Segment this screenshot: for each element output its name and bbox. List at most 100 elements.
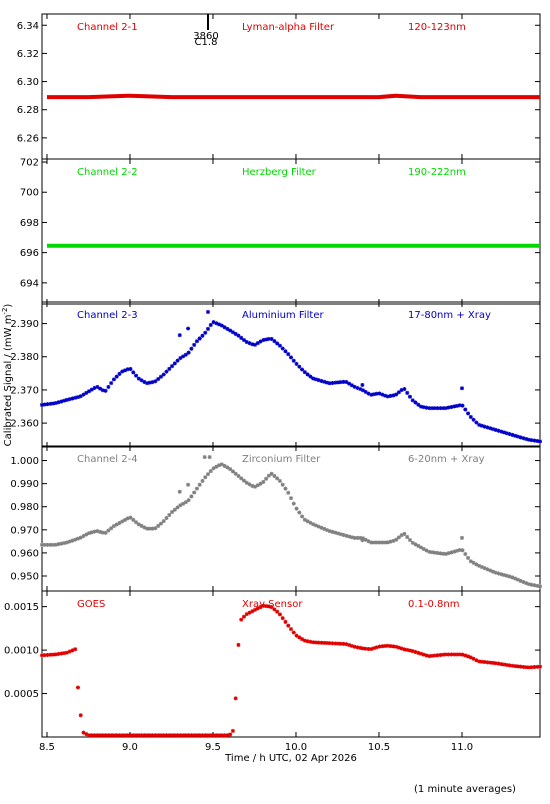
data-point xyxy=(258,481,263,486)
data-point xyxy=(217,322,222,327)
data-point xyxy=(485,660,490,665)
data-point xyxy=(81,730,86,735)
data-point xyxy=(283,486,288,491)
data-point xyxy=(42,653,47,658)
data-point xyxy=(358,387,363,392)
panel-channel-label: Channel 2-2 xyxy=(77,167,138,178)
data-point xyxy=(441,406,446,411)
panel-frame xyxy=(41,301,541,448)
data-point xyxy=(452,549,457,554)
data-point xyxy=(446,652,451,657)
data-point xyxy=(261,338,266,343)
data-point xyxy=(432,550,437,555)
data-point xyxy=(70,648,75,653)
data-point xyxy=(239,476,244,481)
data-point xyxy=(289,496,293,501)
data-point xyxy=(250,483,255,488)
data-point xyxy=(430,550,435,555)
data-point xyxy=(507,432,512,437)
data-point xyxy=(435,653,440,658)
data-point xyxy=(413,542,418,547)
data-point xyxy=(322,526,327,531)
data-point xyxy=(48,542,53,547)
data-point xyxy=(294,506,299,511)
data-point xyxy=(167,366,172,371)
data-point xyxy=(106,733,111,738)
data-point xyxy=(297,635,302,640)
data-point xyxy=(424,548,429,553)
data-point xyxy=(175,733,180,738)
data-point xyxy=(203,330,208,335)
data-point xyxy=(496,428,501,433)
data-point xyxy=(59,651,64,656)
data-point xyxy=(186,350,191,355)
data-point xyxy=(380,644,385,649)
data-point xyxy=(297,364,302,369)
data-point xyxy=(117,733,122,738)
data-point xyxy=(396,390,401,395)
data-point xyxy=(416,402,421,407)
data-point xyxy=(380,540,385,545)
data-point xyxy=(305,372,310,377)
data-point xyxy=(164,516,169,521)
outlier-point xyxy=(206,309,210,314)
data-point xyxy=(233,331,238,336)
data-point xyxy=(208,733,213,738)
data-point xyxy=(192,342,197,347)
data-point xyxy=(255,606,260,611)
data-point xyxy=(208,323,213,328)
data-point xyxy=(161,519,166,524)
data-point xyxy=(308,374,313,379)
data-point xyxy=(324,641,329,646)
data-point xyxy=(175,358,180,363)
y-axis-label-main: Calibrated Signal / (mW m xyxy=(3,315,14,447)
data-point xyxy=(228,732,233,737)
data-point xyxy=(308,520,313,525)
data-point xyxy=(167,512,172,517)
data-point xyxy=(217,733,222,738)
data-point xyxy=(424,653,429,658)
data-point xyxy=(297,510,302,515)
data-point xyxy=(407,394,412,399)
data-point xyxy=(518,435,523,440)
data-point xyxy=(327,381,332,386)
data-point xyxy=(78,713,83,718)
data-point xyxy=(269,471,274,476)
data-point xyxy=(330,380,335,385)
panel-channel-label: GOES xyxy=(77,599,105,610)
data-point xyxy=(48,401,53,406)
data-point xyxy=(128,733,133,738)
data-point xyxy=(394,537,399,542)
data-point xyxy=(98,733,103,738)
data-point xyxy=(222,733,227,738)
data-point xyxy=(247,341,252,346)
data-point xyxy=(471,560,476,565)
panel-channel-label: Channel 2-3 xyxy=(77,310,138,321)
data-point xyxy=(134,733,139,738)
x-tick-label: 9.5 xyxy=(205,742,221,753)
data-point xyxy=(347,381,352,386)
data-point xyxy=(402,531,407,536)
data-point xyxy=(111,377,116,382)
data-point xyxy=(228,467,233,472)
data-point xyxy=(109,526,114,531)
data-point xyxy=(161,372,166,377)
data-point xyxy=(125,516,130,521)
data-point xyxy=(308,639,313,644)
data-point xyxy=(114,522,119,527)
panel-band-label: 17-80nm + Xray xyxy=(408,310,491,321)
data-point xyxy=(324,380,329,385)
x-tick-label: 10.0 xyxy=(285,742,307,753)
data-point xyxy=(156,733,161,738)
data-point xyxy=(349,383,354,388)
data-point xyxy=(344,379,349,384)
data-point xyxy=(291,358,296,363)
data-point xyxy=(526,582,531,587)
data-point xyxy=(338,641,343,646)
outlier-point xyxy=(202,455,207,460)
data-point xyxy=(366,646,371,651)
data-point xyxy=(247,482,252,487)
data-point xyxy=(372,646,376,651)
data-point xyxy=(123,733,127,738)
data-series-line xyxy=(47,93,540,100)
